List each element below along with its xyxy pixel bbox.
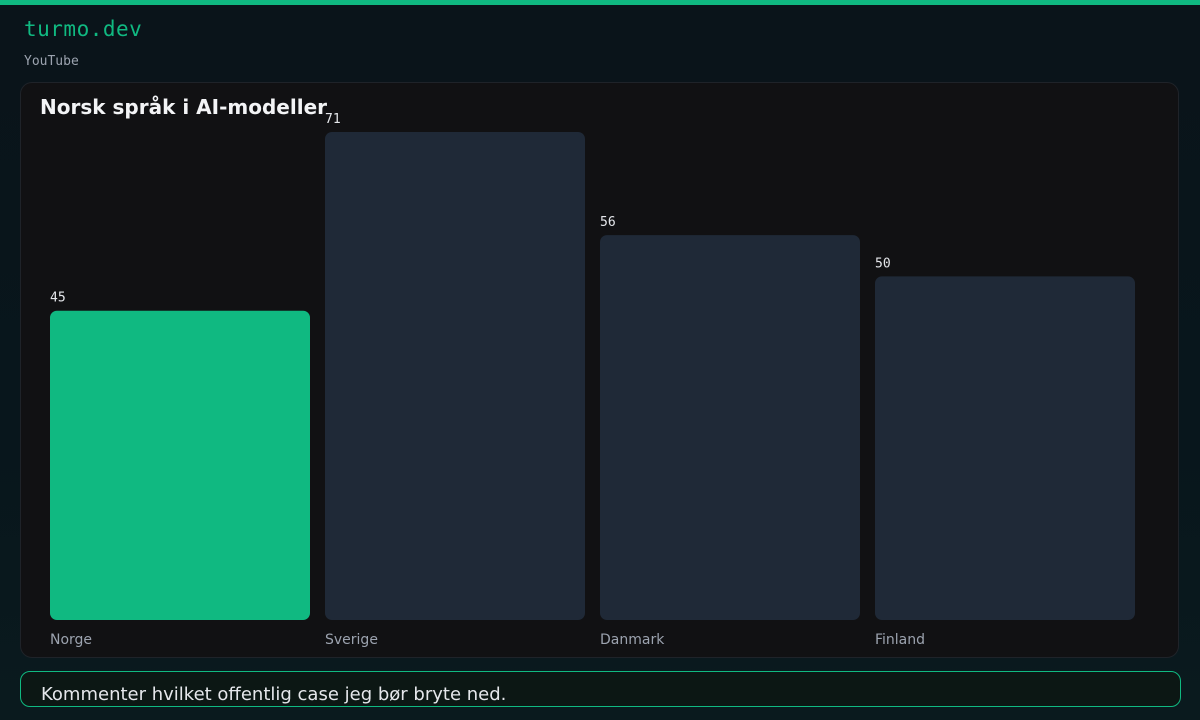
bar-sverige (325, 132, 585, 620)
bar-danmark (600, 235, 860, 621)
bar-finland (875, 276, 1135, 620)
accent-top-bar (0, 0, 1200, 5)
value-label-danmark: 56 (600, 215, 616, 230)
category-label-finland: Finland (875, 632, 925, 648)
brand-name: turmo.dev (24, 17, 143, 41)
category-label-sverige: Sverige (325, 632, 378, 648)
value-label-norge: 45 (50, 291, 66, 306)
chart-title: Norsk språk i AI-modeller (40, 95, 327, 119)
value-label-sverige: 71 (325, 112, 341, 127)
value-label-finland: 50 (875, 256, 891, 271)
category-label-norge: Norge (50, 632, 92, 648)
bar-norge (50, 310, 310, 620)
category-label-danmark: Danmark (600, 632, 665, 648)
call-to-action-text: Kommenter hvilket offentlig case jeg bør… (41, 684, 507, 705)
channel-label: YouTube (24, 54, 79, 69)
call-to-action-banner: Kommenter hvilket offentlig case jeg bør… (20, 671, 1181, 707)
